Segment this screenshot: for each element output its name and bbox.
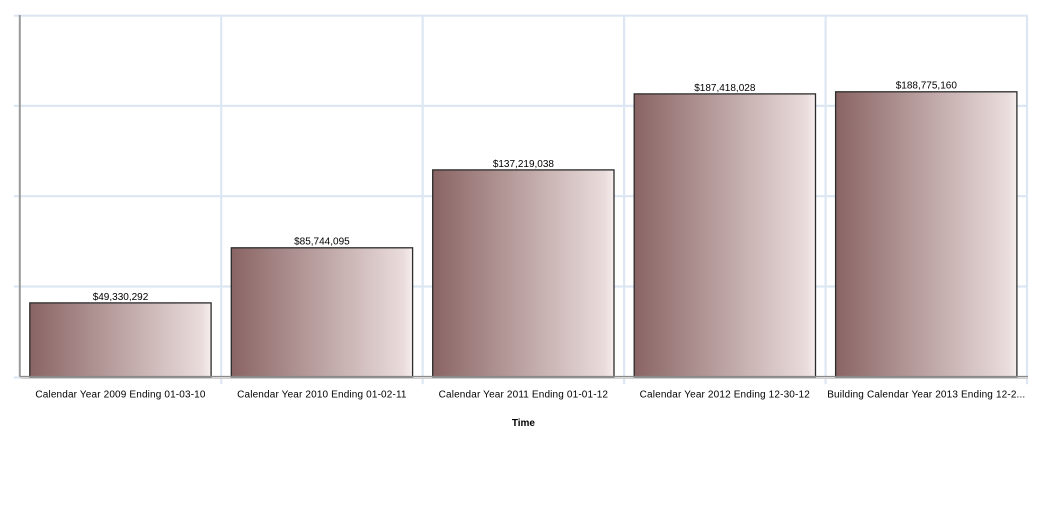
svg-text:Calendar Year 2011 Ending 01-0: Calendar Year 2011 Ending 01-01-12	[439, 390, 609, 401]
svg-text:Calendar Year 2012 Ending 12-3: Calendar Year 2012 Ending 12-30-12	[640, 390, 811, 401]
svg-text:$187,418,028: $187,418,028	[694, 83, 756, 94]
svg-text:Time: Time	[512, 418, 536, 429]
svg-text:Calendar Year 2009 Ending 01-0: Calendar Year 2009 Ending 01-03-10	[35, 390, 206, 401]
svg-text:Building Calendar Year 2013 En: Building Calendar Year 2013 Ending 12-2.…	[827, 390, 1025, 401]
svg-text:$85,744,095: $85,744,095	[294, 237, 350, 248]
svg-text:$49,330,292: $49,330,292	[93, 292, 149, 303]
svg-text:$137,219,038: $137,219,038	[493, 159, 555, 170]
svg-text:Calendar Year 2010 Ending 01-0: Calendar Year 2010 Ending 01-02-11	[237, 390, 407, 401]
svg-text:$188,775,160: $188,775,160	[896, 81, 958, 92]
